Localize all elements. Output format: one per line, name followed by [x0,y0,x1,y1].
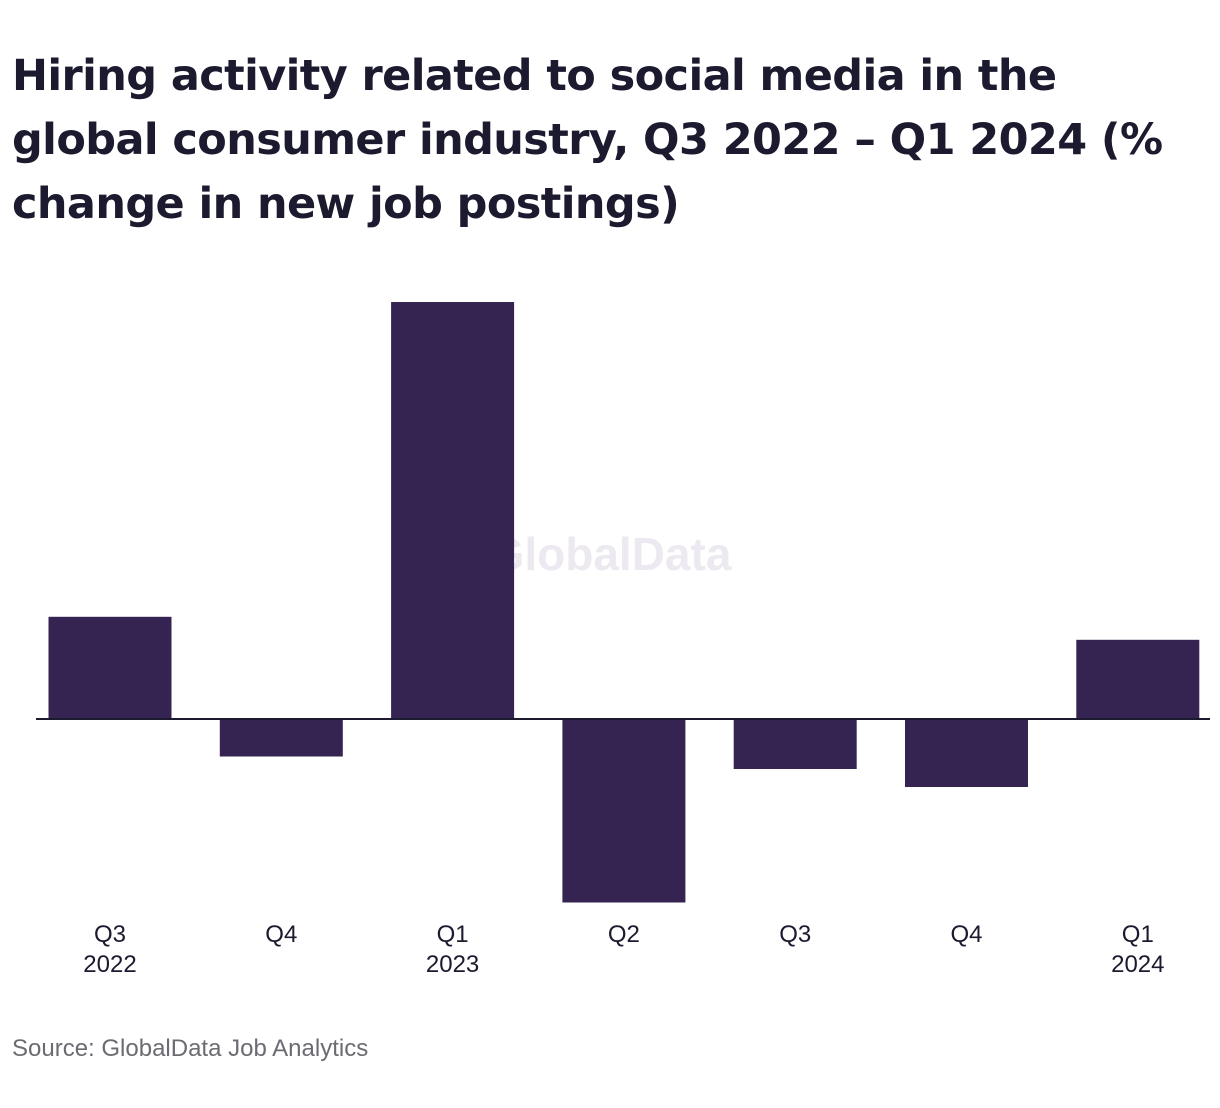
source-note: Source: GlobalData Job Analytics [12,1035,369,1062]
bar-5 [733,719,857,769]
x-tick-label-quarter: Q3 [779,921,811,948]
x-tick-label-quarter: Q3 [94,921,126,948]
x-axis-ticks: Q3 2022 Q4 Q1 2023 Q2 Q3 Q4 Q1 2024 [83,921,1164,978]
x-tick-label-quarter: Q4 [265,921,297,948]
x-tick-label-quarter: Q1 [437,921,469,948]
x-tick-label-quarter: Q2 [608,921,640,948]
bar-chart: GlobalData Q3 2022 Q4 Q1 2023 Q2 Q3 Q4 Q1 2024 [36,302,1210,978]
x-tick-label-year: 2024 [1111,951,1164,978]
bar-7 [1076,639,1200,719]
bar-1 [48,616,172,719]
bars-group [48,302,1200,903]
x-tick-label-year: 2022 [83,951,136,978]
watermark-text: GlobalData [489,528,732,580]
chart-title: Hiring activity related to social media … [12,51,1163,229]
bar-4 [562,719,686,903]
x-tick-label-quarter: Q4 [950,921,982,948]
bar-3 [391,302,515,719]
x-tick-label-quarter: Q1 [1122,921,1154,948]
bar-2 [219,719,343,757]
x-tick-label-year: 2023 [426,951,479,978]
bar-6 [905,719,1028,787]
